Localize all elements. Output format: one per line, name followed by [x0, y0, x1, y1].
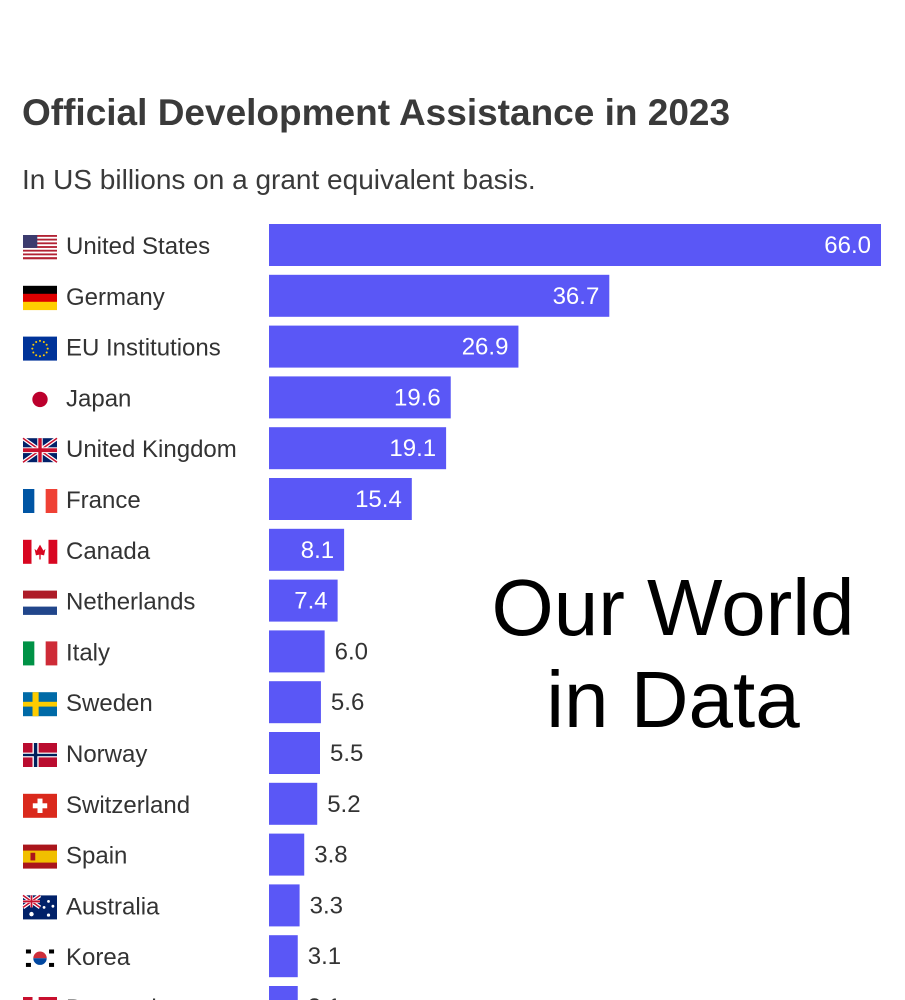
category-label: Canada — [66, 538, 151, 565]
value-label: 7.4 — [294, 588, 327, 615]
canada-flag-icon — [23, 539, 58, 564]
category-label: Australia — [66, 893, 160, 920]
australia-flag-icon — [21, 893, 57, 920]
category-label: Germany — [66, 284, 165, 311]
category-label: Switzerland — [66, 792, 190, 819]
value-label: 15.4 — [355, 486, 402, 513]
switzerland-flag-icon — [23, 793, 57, 818]
category-label: France — [66, 487, 141, 514]
value-label: 66.0 — [824, 232, 871, 259]
value-label: 6.0 — [335, 638, 368, 665]
bar — [269, 478, 412, 520]
france-flag-icon — [23, 489, 58, 513]
bar — [269, 224, 881, 266]
value-label: 26.9 — [462, 334, 509, 361]
category-label: Sweden — [66, 690, 153, 717]
eu-flag-icon — [23, 336, 57, 361]
bar — [269, 884, 300, 927]
bar — [269, 528, 345, 571]
category-label: Korea — [66, 944, 131, 971]
value-label: 3.1 — [308, 994, 341, 1000]
italy-flag-icon — [23, 641, 58, 666]
netherlands-flag-icon — [23, 590, 57, 615]
value-label: 19.1 — [389, 435, 436, 462]
japan-flag-icon — [23, 387, 57, 412]
bar — [269, 630, 325, 673]
value-label: 3.1 — [308, 943, 341, 970]
category-label: United States — [66, 233, 210, 260]
category-label: United Kingdom — [66, 436, 237, 463]
value-label: 5.6 — [331, 689, 364, 716]
value-label: 3.8 — [314, 842, 347, 869]
norway-flag-icon — [23, 743, 57, 767]
spain-flag-icon — [23, 844, 57, 869]
category-label: EU Institutions — [66, 335, 221, 362]
bar — [269, 782, 318, 825]
chart-title: Official Development Assistance in 2023 — [22, 92, 731, 133]
value-label: 8.1 — [301, 537, 334, 564]
bar — [269, 325, 519, 368]
value-label: 5.2 — [327, 791, 360, 818]
germany-flag-icon — [23, 285, 57, 311]
denmark-flag-icon — [23, 997, 57, 1000]
bar — [269, 833, 305, 876]
category-label: Japan — [66, 385, 131, 412]
bar — [269, 427, 447, 470]
bar — [269, 681, 321, 724]
category-label: Italy — [66, 639, 110, 666]
bar — [269, 274, 610, 317]
value-label: 5.5 — [330, 740, 363, 767]
value-label: 36.7 — [553, 283, 600, 310]
bar — [269, 986, 298, 1000]
uk-flag-icon — [21, 436, 59, 464]
bar — [269, 376, 451, 419]
bar — [269, 732, 320, 774]
value-label: 3.3 — [310, 892, 343, 919]
category-label: Denmark — [66, 995, 164, 1000]
bar — [269, 935, 298, 978]
chart-subtitle: In US billions on a grant equivalent bas… — [22, 164, 536, 195]
us-flag-icon — [23, 235, 57, 260]
category-label: Netherlands — [66, 589, 195, 616]
category-label: Norway — [66, 741, 147, 768]
watermark-text: Our World in Data — [491, 563, 855, 744]
korea-flag-icon — [23, 946, 57, 971]
bar — [269, 579, 338, 622]
category-label: Spain — [66, 843, 127, 870]
sweden-flag-icon — [23, 692, 57, 717]
value-label: 19.6 — [394, 384, 441, 411]
